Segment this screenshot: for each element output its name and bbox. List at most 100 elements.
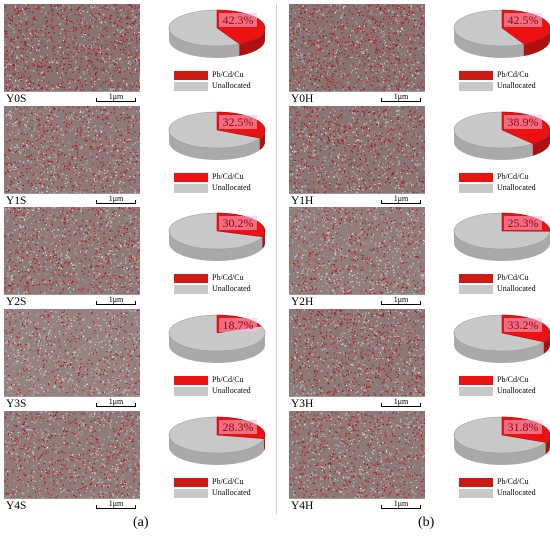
scale-bar: 1μm xyxy=(379,499,423,509)
legend-label: Unallocated xyxy=(212,284,251,293)
pie-slice-side-allocated xyxy=(259,130,265,151)
pie-slice-side-allocated xyxy=(523,28,550,57)
sem-map-image xyxy=(4,207,140,294)
scale-bar: 1μm xyxy=(94,397,138,407)
sem-map-image xyxy=(289,411,425,498)
sem-map-image xyxy=(4,411,140,498)
scale-bar-label: 1μm xyxy=(108,194,124,203)
scale-bar-label: 1μm xyxy=(108,295,124,304)
sem-map-image xyxy=(289,106,425,193)
scale-bar: 1μm xyxy=(94,499,138,509)
legend-swatch xyxy=(174,71,208,80)
pie-percent-label: 25.3% xyxy=(508,216,539,230)
legend-swatch xyxy=(459,478,493,487)
sem-texture xyxy=(4,106,140,193)
pie-percent-label: 38.9% xyxy=(508,115,539,129)
legend-swatch xyxy=(459,274,493,283)
sample-label-bar: Y2S 1μm xyxy=(4,294,140,309)
scale-bar-label: 1μm xyxy=(108,92,124,101)
legend-label: Unallocated xyxy=(497,183,536,192)
pie-side-wall xyxy=(169,130,265,160)
pie-label-highlight xyxy=(504,13,542,27)
sample-label: Y1H xyxy=(291,195,314,207)
sample-label: Y2H xyxy=(291,296,314,308)
legend-label: Pb/Cd/Cu xyxy=(212,477,244,486)
pie-percent-label: 18.7% xyxy=(223,318,254,332)
pie-side-wall xyxy=(169,435,265,465)
pie-chart: 18.7% xyxy=(168,314,266,363)
pie-chart: 28.3% xyxy=(168,416,266,465)
legend-label: Unallocated xyxy=(497,488,536,497)
legend-swatch xyxy=(174,387,208,396)
legend-label: Pb/Cd/Cu xyxy=(497,172,529,181)
pie-side-wall xyxy=(454,130,550,160)
legend-label: Unallocated xyxy=(212,488,251,497)
sem-texture xyxy=(4,411,140,498)
pie-percent-label: 33.2% xyxy=(508,318,539,332)
legend-label: Unallocated xyxy=(212,81,251,90)
sample-label-bar: Y2H 1μm xyxy=(289,294,425,309)
sem-texture xyxy=(289,4,425,91)
legend-swatch xyxy=(459,285,493,294)
sample-label-bar: Y1H 1μm xyxy=(289,193,425,208)
column-divider xyxy=(276,4,277,514)
legend-swatch xyxy=(459,82,493,91)
legend-swatch xyxy=(459,71,493,80)
legend-swatch xyxy=(459,489,493,498)
scale-bar-line xyxy=(96,200,136,204)
scale-bar: 1μm xyxy=(379,397,423,407)
sample-label-bar: Y0H 1μm xyxy=(289,91,425,106)
pie-label-highlight xyxy=(219,318,257,332)
sem-map-image xyxy=(289,309,425,396)
scale-bar: 1μm xyxy=(379,295,423,305)
caption-a: (a) xyxy=(133,515,149,530)
pie-label-highlight xyxy=(504,115,542,129)
legend-swatch xyxy=(174,184,208,193)
sample-label: Y0H xyxy=(291,93,314,105)
sample-label: Y4S xyxy=(6,500,27,512)
scale-bar-line xyxy=(381,98,421,102)
pie-chart: 38.9% xyxy=(453,111,550,160)
pie-chart: 32.5% xyxy=(168,111,266,160)
sem-map-image xyxy=(4,106,140,193)
pie-slice-side-allocated xyxy=(239,28,265,56)
legend-label: Unallocated xyxy=(212,386,251,395)
pie-percent-label: 31.8% xyxy=(508,420,539,434)
legend-swatch xyxy=(459,184,493,193)
legend-swatch xyxy=(174,478,208,487)
scale-bar-label: 1μm xyxy=(393,499,409,508)
scale-bar-line xyxy=(381,301,421,305)
pie-chart: 42.3% xyxy=(168,9,266,58)
legend-label: Pb/Cd/Cu xyxy=(497,273,529,282)
pie-slice-side-allocated xyxy=(545,435,550,455)
scale-bar-line xyxy=(96,505,136,509)
caption-b: (b) xyxy=(418,515,435,530)
pie-label-highlight xyxy=(219,115,257,129)
sample-label-bar: Y3S 1μm xyxy=(4,396,140,411)
legend-label: Unallocated xyxy=(212,183,251,192)
sample-label: Y4H xyxy=(291,500,314,512)
sample-label-bar: Y4H 1μm xyxy=(289,498,425,513)
sem-texture xyxy=(4,4,140,91)
sample-label-bar: Y1S 1μm xyxy=(4,193,140,208)
pie-side-wall xyxy=(454,231,550,261)
scale-bar-line xyxy=(381,505,421,509)
sem-texture xyxy=(289,207,425,294)
pie-percent-label: 28.3% xyxy=(223,420,254,434)
pie-side-wall xyxy=(454,333,550,363)
pie-slice-side-allocated xyxy=(262,231,265,249)
legend-swatch xyxy=(459,173,493,182)
scale-bar-label: 1μm xyxy=(108,499,124,508)
scale-bar-line xyxy=(96,301,136,305)
legend-label: Pb/Cd/Cu xyxy=(497,477,529,486)
sample-label: Y3S xyxy=(6,398,27,410)
legend-label: Pb/Cd/Cu xyxy=(212,70,244,79)
legend-label: Pb/Cd/Cu xyxy=(212,273,244,282)
scale-bar: 1μm xyxy=(379,194,423,204)
sample-label-bar: Y3H 1μm xyxy=(289,396,425,411)
pie-percent-label: 42.5% xyxy=(508,13,539,27)
pie-percent-label: 30.2% xyxy=(223,216,254,230)
sem-map-image xyxy=(289,207,425,294)
sem-map-image xyxy=(4,4,140,91)
pie-label-highlight xyxy=(504,420,542,434)
